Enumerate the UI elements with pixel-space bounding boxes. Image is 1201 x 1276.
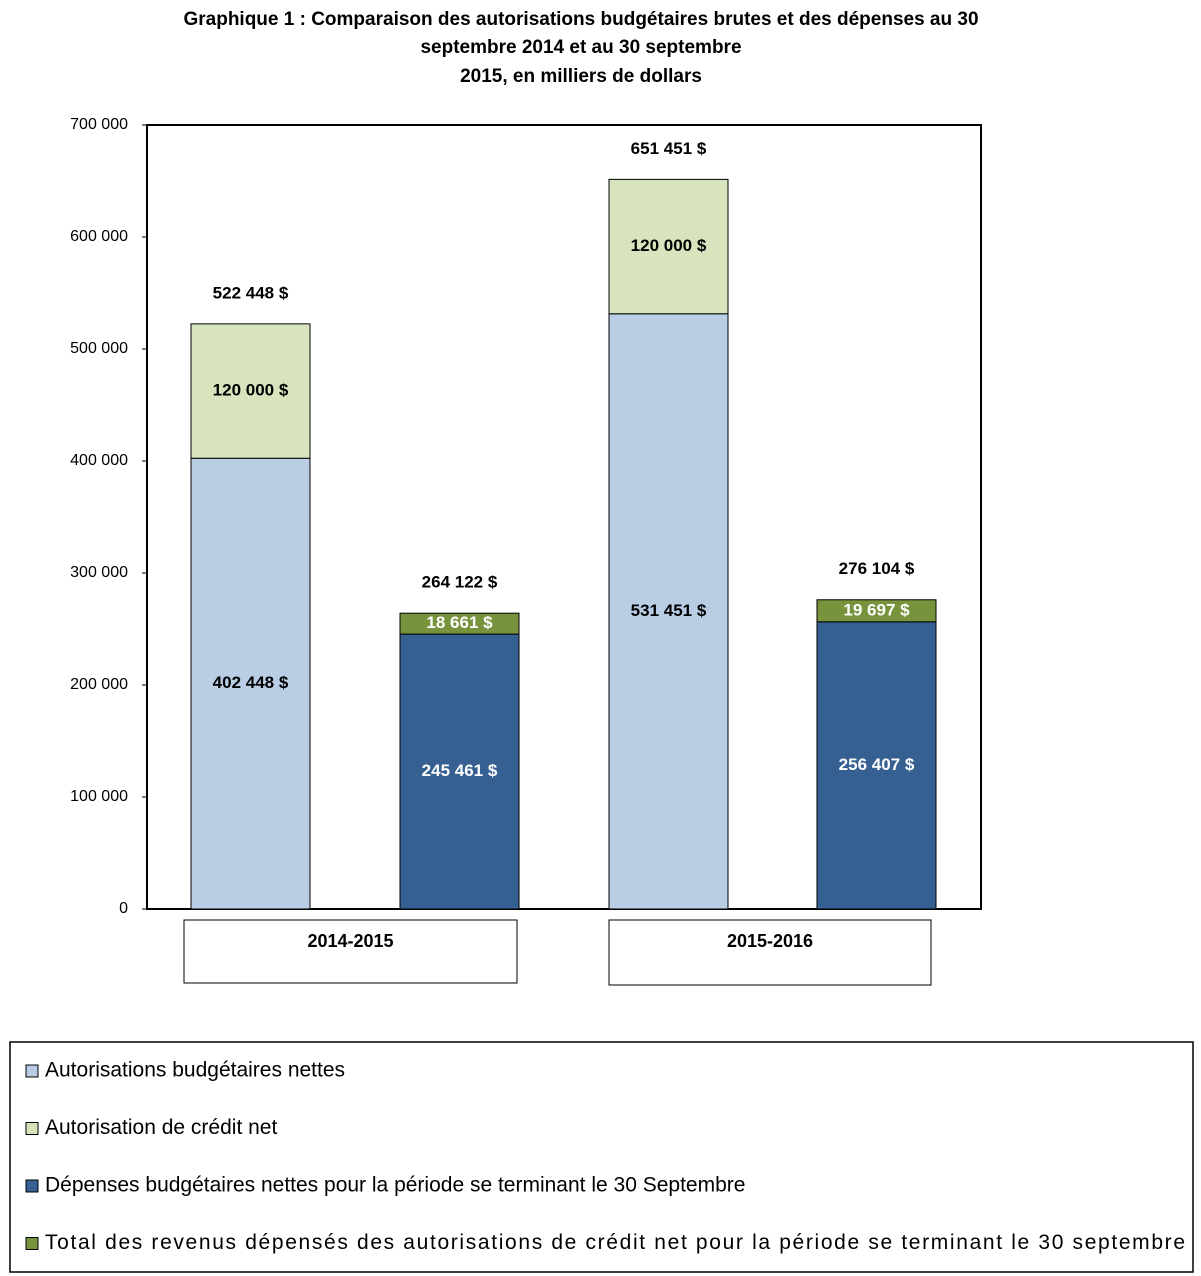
total-label: 276 104 $: [839, 559, 915, 578]
bar-segment: [399, 612, 520, 635]
legend-label: Autorisation de crédit net: [45, 1116, 277, 1139]
bar-segment: [190, 457, 311, 910]
total-label: 264 122 $: [422, 573, 498, 592]
value-label: 402 448 $: [213, 673, 289, 692]
y-tick-label: 300 000: [70, 564, 128, 581]
bar-segment: [608, 178, 729, 315]
legend-swatch: [25, 1064, 39, 1078]
legend-label: Dépenses budgétaires nettes pour la péri…: [45, 1174, 745, 1197]
category-box: [608, 919, 932, 986]
value-label: 245 461 $: [422, 761, 498, 780]
bar-segment: [816, 599, 937, 623]
value-label: 120 000 $: [213, 381, 289, 400]
x-tick-label: 2015-2016: [727, 931, 813, 951]
value-label: 531 451 $: [631, 601, 707, 620]
value-label: 256 407 $: [839, 755, 915, 774]
bar-segment: [816, 621, 937, 910]
value-label: 120 000 $: [631, 236, 707, 255]
total-label: 522 448 $: [213, 283, 289, 302]
value-label: 19 697 $: [843, 600, 910, 619]
y-tick-label: 500 000: [70, 340, 128, 357]
value-label: 18 661 $: [426, 613, 493, 632]
y-tick-label: 700 000: [70, 116, 128, 133]
legend-box: [9, 1041, 1194, 1273]
chart-title: 2015, en milliers de dollars: [460, 66, 702, 87]
plot-frame: [146, 124, 982, 910]
bar-segment: [190, 323, 311, 459]
y-tick-label: 600 000: [70, 228, 128, 245]
category-box: [183, 919, 518, 984]
legend-label: Autorisations budgétaires nettes: [45, 1059, 345, 1082]
legend-swatch: [25, 1179, 39, 1193]
y-tick-label: 0: [119, 900, 128, 917]
bar-segment: [608, 313, 729, 910]
legend-label: Total des revenus dépensés des autorisat…: [45, 1231, 1185, 1254]
chart-title: Graphique 1 : Comparaison des autorisati…: [183, 9, 978, 30]
legend-swatch: [25, 1237, 39, 1250]
y-tick-label: 200 000: [70, 676, 128, 693]
y-tick-label: 400 000: [70, 452, 128, 469]
chart-title: septembre 2014 et au 30 septembre: [420, 37, 741, 58]
y-tick-label: 100 000: [70, 788, 128, 805]
total-label: 651 451 $: [631, 139, 707, 158]
x-tick-label: 2014-2015: [307, 931, 393, 951]
legend-swatch: [25, 1122, 39, 1135]
bar-segment: [399, 633, 520, 910]
